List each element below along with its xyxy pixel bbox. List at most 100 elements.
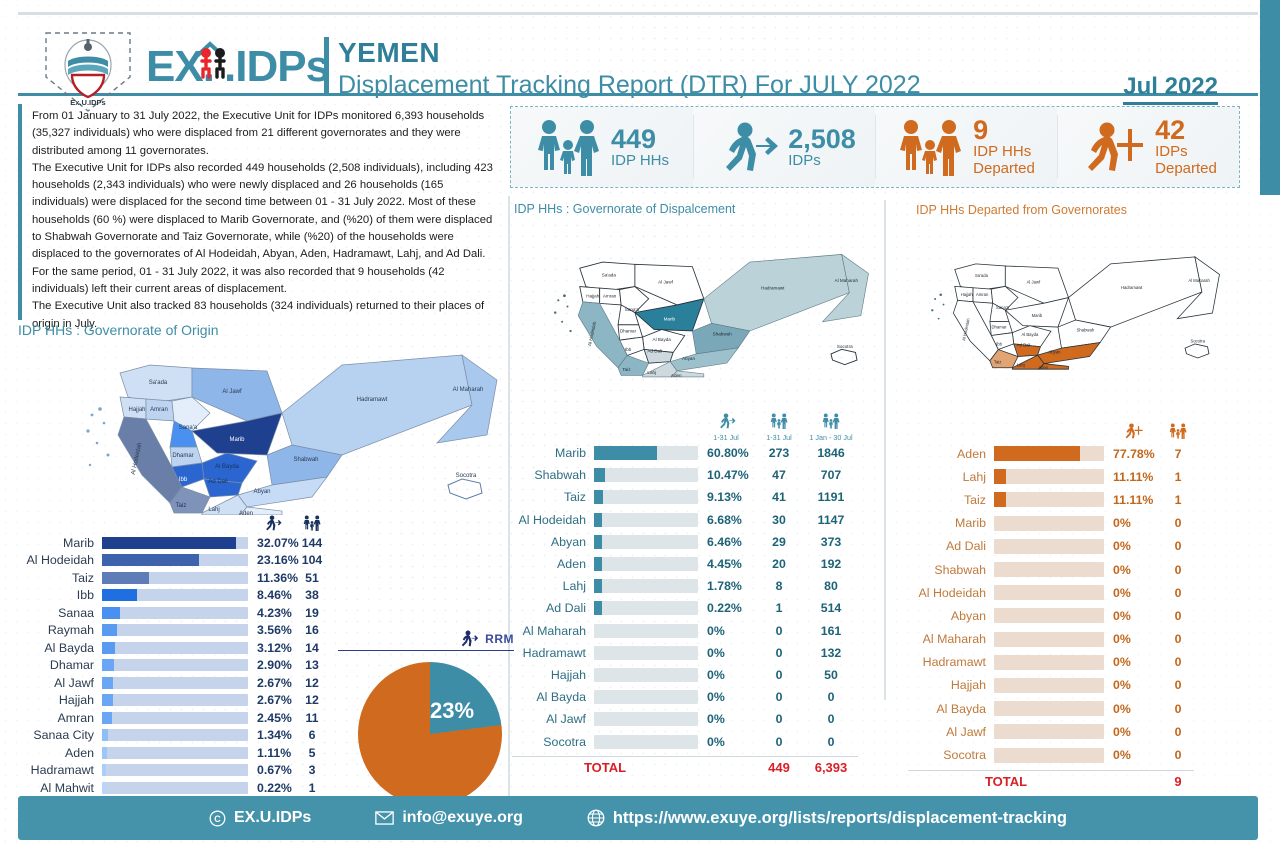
row-hh-count: 7 <box>1174 446 1182 461</box>
row-bar-fill <box>594 534 603 549</box>
table-row[interactable]: Hajjah 2.67% 12 <box>18 692 328 710</box>
footer-url-text[interactable]: https://www.exuye.org/lists/reports/disp… <box>612 808 1068 827</box>
table-row[interactable]: Al Bayda 3.12% 14 <box>18 639 328 657</box>
row-bar-fill <box>594 601 603 616</box>
svg-text:Marib: Marib <box>1032 313 1043 318</box>
table-row[interactable]: Al Jawf 2.67% 12 <box>18 674 328 692</box>
table-row[interactable]: Hadramawt 0% 0 132 <box>512 642 858 664</box>
row-hh-count: 51 <box>305 570 319 585</box>
table-row[interactable]: Al Jawf 0% 0 0 <box>512 708 858 730</box>
row-governorate-label: Taiz <box>963 492 986 507</box>
table-row[interactable]: Ibb 8.46% 38 <box>18 587 328 605</box>
row-bar-fill <box>102 624 117 637</box>
table-row[interactable]: Shabwah 10.47% 47 707 <box>512 464 858 486</box>
row-governorate-label: Al Bayda <box>44 640 94 655</box>
table-row[interactable]: Taiz 11.36% 51 <box>18 569 328 587</box>
table-row[interactable]: Lahj 1.78% 8 80 <box>512 575 858 597</box>
table-row[interactable]: Raymah 3.56% 16 <box>18 622 328 640</box>
table-row[interactable]: Al Hodeidah 0% 0 <box>908 581 1194 604</box>
row-governorate-label: Al Hodeidah <box>918 585 986 600</box>
header-sub-hhs: 1-31 Jul <box>766 433 792 442</box>
row-hh-count: 14 <box>305 640 319 655</box>
footer-copyright-text: EX.U.IDPs <box>233 809 312 826</box>
table-row[interactable]: Hajjah 0% 0 <box>908 674 1194 697</box>
row-bar <box>102 641 248 654</box>
globe-icon <box>587 809 605 827</box>
kpi-idps-departed-label: IDPs <box>1155 143 1188 160</box>
table-header-row: 1-31 Jul 1-31 Jul 1 <box>512 408 858 442</box>
table-row[interactable]: Abyan 6.46% 29 373 <box>512 531 858 553</box>
table-row[interactable]: Abyan 0% 0 <box>908 604 1194 627</box>
row-hh-count: 0 <box>1174 632 1182 647</box>
row-percent: 6.68% <box>707 512 742 527</box>
row-hhs-july: 0 <box>775 623 783 638</box>
footer-email[interactable]: info@exuye.org <box>375 809 523 827</box>
table-row[interactable]: Al Bayda 0% 0 0 <box>512 686 858 708</box>
row-governorate-label: Ibb <box>76 588 94 603</box>
table-row[interactable]: Al Hodeidah 23.16% 104 <box>18 552 328 570</box>
table-row[interactable]: Sanaa 4.23% 19 <box>18 604 328 622</box>
row-bar <box>102 729 248 742</box>
row-bar-fill <box>594 490 604 505</box>
table-row[interactable]: Al Mahwit 0.22% 1 <box>18 779 328 797</box>
row-bar-fill <box>594 579 603 594</box>
footer-website[interactable]: https://www.exuye.org/lists/reports/disp… <box>587 809 1067 828</box>
row-hh-count: 0 <box>1174 655 1182 670</box>
row-bar-fill <box>594 512 603 527</box>
table-row[interactable]: Aden 1.11% 5 <box>18 744 328 762</box>
row-percent: 0% <box>1113 516 1131 531</box>
footer-email-text[interactable]: info@exuye.org <box>402 809 523 826</box>
page-header: Ex.U.IDPs EX. .IDPs YEMEN Displacement T… <box>18 12 1258 112</box>
table-row[interactable]: Al Bayda 0% 0 <box>908 697 1194 720</box>
table-row[interactable]: Ad Dali 0% 0 <box>908 535 1194 558</box>
row-percent: 2.67% <box>257 675 292 690</box>
table-row[interactable]: Hadramawt 0% 0 <box>908 651 1194 674</box>
narrative-block: From 01 January to 31 July 2022, the Exe… <box>18 104 508 330</box>
table-row[interactable]: Lahj 11.11% 1 <box>908 465 1194 488</box>
table-row[interactable]: Sanaa City 1.34% 6 <box>18 727 328 745</box>
row-hh-count: 12 <box>305 693 319 708</box>
svg-text:Shabwah: Shabwah <box>713 332 733 337</box>
row-bar <box>102 711 248 724</box>
row-governorate-label: Amran <box>57 710 95 725</box>
table-row[interactable]: Amran 2.45% 11 <box>18 709 328 727</box>
row-bar-fill <box>102 571 150 584</box>
table-row[interactable]: Marib 60.80% 273 1846 <box>512 442 858 464</box>
table-row[interactable]: Al Jawf 0% 0 <box>908 720 1194 743</box>
row-hh-count: 0 <box>1174 724 1182 739</box>
table-row[interactable]: Taiz 11.11% 1 <box>908 488 1194 511</box>
table-row[interactable]: Aden 77.78% 7 <box>908 442 1194 465</box>
table-row[interactable]: Al Maharah 0% 0 <box>908 628 1194 651</box>
table-row[interactable]: Socotra 0% 0 <box>908 743 1194 766</box>
row-governorate-label: Al Hodeidah <box>26 553 94 568</box>
row-bar <box>994 608 1104 624</box>
table-row[interactable]: Aden 4.45% 20 192 <box>512 553 858 575</box>
kpi-idps-departed: 42 IDPs Departed <box>1057 107 1239 187</box>
table-row[interactable]: Marib 32.07% 144 <box>18 534 328 552</box>
table-row[interactable]: Dhamar 2.90% 13 <box>18 657 328 675</box>
table-row[interactable]: Al Hodeidah 6.68% 30 1147 <box>512 509 858 531</box>
table-row[interactable]: Hadramawt 0.67% 3 <box>18 762 328 780</box>
table-row[interactable]: Socotra 0% 0 0 <box>512 730 858 752</box>
row-bar <box>594 557 698 572</box>
table-row[interactable]: Shabwah 0% 0 <box>908 558 1194 581</box>
table-governorate-of-origin: Marib 32.07% 144 Al Hodeidah 23.16% 104 Taiz 11… <box>18 500 328 797</box>
row-governorate-label: Taiz <box>71 570 94 585</box>
chart-rrm-pie: RRM 23% <box>338 630 514 810</box>
row-hh-count: 16 <box>305 623 319 638</box>
row-percent: 0.22% <box>707 601 742 616</box>
table-row[interactable]: Al Maharah 0% 0 161 <box>512 620 858 642</box>
table-header-row <box>908 408 1194 442</box>
row-bar <box>994 469 1104 485</box>
table-row[interactable]: Hajjah 0% 0 50 <box>512 664 858 686</box>
row-governorate-label: Marib <box>63 535 94 550</box>
kpi-idp-hhs: 449 IDP HHs <box>511 107 693 187</box>
table-row[interactable]: Marib 0% 0 <box>908 512 1194 535</box>
row-bar-fill <box>102 641 115 654</box>
table-row[interactable]: Taiz 9.13% 41 1191 <box>512 486 858 508</box>
row-percent: 6.46% <box>707 534 742 549</box>
table-row[interactable]: Ad Dali 0.22% 1 514 <box>512 597 858 619</box>
narrative-paragraph-2: The Executive Unit for IDPs also recorde… <box>32 161 493 261</box>
row-bar <box>994 492 1104 508</box>
row-bar-fill <box>102 764 106 777</box>
